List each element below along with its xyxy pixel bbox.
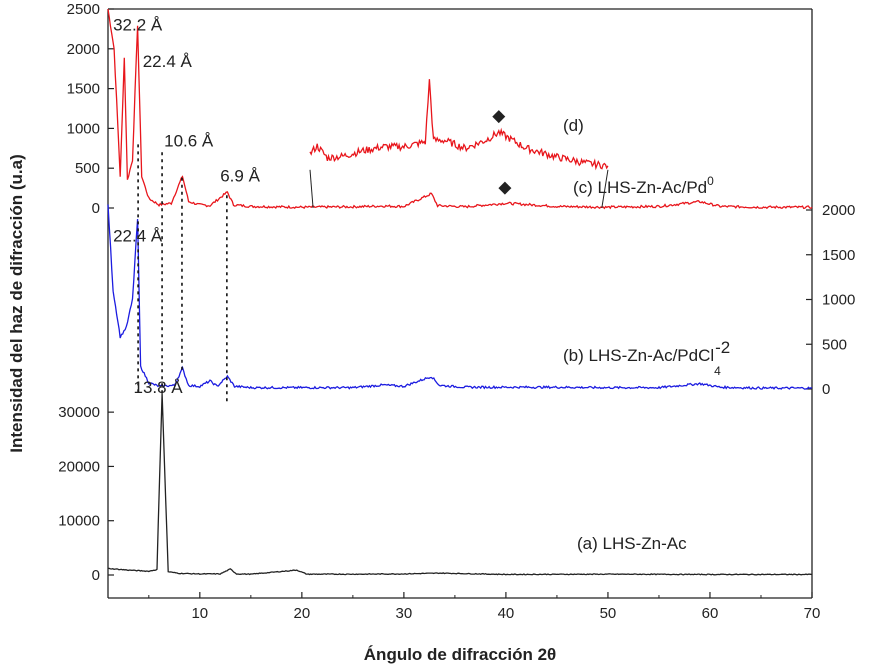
y-tick-label-bottom: 10000 xyxy=(58,513,100,530)
x-tick-label: 60 xyxy=(702,605,719,622)
x-tick-label: 10 xyxy=(191,605,208,622)
y-tick-label-top: 500 xyxy=(75,160,100,177)
series-label: (c) LHS-Zn-Ac/Pd0 xyxy=(573,174,714,197)
peak-annotation: 13.8 Å xyxy=(134,378,184,397)
peak-annotation: 10.6 Å xyxy=(164,132,214,151)
series-layer xyxy=(107,8,813,576)
y-tick-label-top: 0 xyxy=(92,200,100,217)
peak-annotation: 32.2 Å xyxy=(113,15,163,34)
y-tick-label-bottom: 20000 xyxy=(58,458,100,475)
series-line-1 xyxy=(309,79,609,171)
x-tick-label: 50 xyxy=(600,605,617,622)
zoom-connector-line xyxy=(601,169,609,209)
series-line-0 xyxy=(107,8,813,210)
y-tick-label-middle: 1500 xyxy=(822,247,855,264)
series-label: (a) LHS-Zn-Ac xyxy=(577,534,687,553)
annotation-layer: ◆ ◆ 32.2 Å 22.4 Å 10.6 Å 6.9 Å 22.4 Å 13.8 Å (c)… xyxy=(113,15,730,553)
y-tick-label-bottom: 0 xyxy=(92,567,100,584)
x-tick-label: 30 xyxy=(396,605,413,622)
y-tick-label-top: 1000 xyxy=(67,120,100,137)
y-tick-label-middle: 0 xyxy=(822,381,830,398)
zoom-connector-line xyxy=(309,169,314,209)
y-tick-label-top: 2000 xyxy=(67,41,100,58)
x-tick-label: 20 xyxy=(294,605,311,622)
y-tick-label-middle: 500 xyxy=(822,336,847,353)
axes-layer xyxy=(107,8,813,599)
series-line-2 xyxy=(107,204,813,390)
y-tick-label-top: 1500 xyxy=(67,81,100,98)
y-tick-label-top: 2500 xyxy=(67,1,100,18)
y-tick-label-bottom: 30000 xyxy=(58,404,100,421)
x-tick-label: 70 xyxy=(804,605,821,622)
x-axis-title: Ángulo de difracción 2θ xyxy=(364,645,556,664)
series-label: (b) LHS-Zn-Ac/PdCl4 xyxy=(563,346,721,378)
series-label-superscript: -2 xyxy=(715,338,730,357)
diamond-marker: ◆ xyxy=(492,106,506,125)
series-label: (d) xyxy=(563,116,584,135)
y-axis-title: Intensidad del haz de difracción (u.a) xyxy=(7,154,26,453)
peak-annotation: 22.4 Å xyxy=(113,226,163,245)
y-tick-label-middle: 2000 xyxy=(822,202,855,219)
y-tick-label-middle: 1000 xyxy=(822,292,855,309)
diamond-marker: ◆ xyxy=(498,178,512,197)
tick-layer: 0500100015002000250005001000150020000100… xyxy=(58,1,855,622)
peak-annotation: 22.4 Å xyxy=(143,52,193,71)
series-line-3 xyxy=(107,393,813,576)
x-tick-label: 40 xyxy=(498,605,515,622)
peak-annotation: 6.9 Å xyxy=(220,167,260,186)
